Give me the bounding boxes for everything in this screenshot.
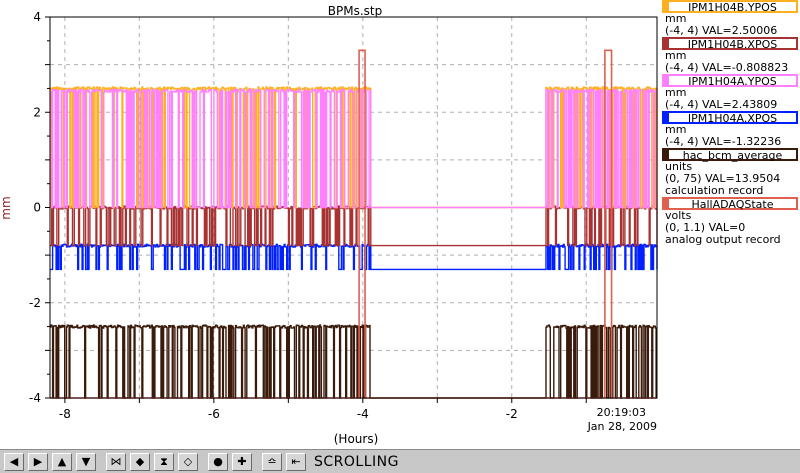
toolbar: SCROLLING ◀ ▶ ▲ ▼ ⋈ ◆ ⧗ ◇ ● ✚ ≏ ⇤ [0,449,800,473]
scroll-status: SCROLLING [314,454,399,470]
scroll-right-icon[interactable]: ▶ [28,453,48,471]
series-line-hac-bcm-average [50,324,657,399]
legend-item: IPM1H04A.YPOS mm (-4, 4) VAL=2.43809 [662,74,800,111]
timestamp-date: Jan 28, 2009 [587,420,657,433]
chart-canvas: BPMs.stp mm (Hours) 20:19:03 Jan 28, 200… [0,4,658,446]
legend-range: (-4, 4) VAL=-0.808823 [665,61,789,74]
legend-unit: units [665,160,693,173]
zoom-out-y-icon[interactable]: ◇ [178,453,198,471]
legend-range: (-4, 4) VAL=-1.32236 [665,135,782,148]
timestamp-time: 20:19:03 [597,406,646,419]
x-tick-label: -8 [59,407,71,421]
zoom-reset-icon[interactable]: ● [208,453,228,471]
legend-unit: volts [665,209,692,222]
legend-series-name: IPM1H04A.YPOS [662,74,798,88]
autoscale-icon[interactable]: ≏ [262,453,282,471]
legend-extra: calculation record [665,184,764,197]
legend-item: IPM1H04B.YPOS mm (-4, 4) VAL=2.50006 [662,0,800,37]
legend-series-name: IPM1H04A.XPOS [662,111,798,125]
x-tick-label: -6 [208,407,220,421]
scroll-left-icon[interactable]: ◀ [4,453,24,471]
legend-unit: mm [665,12,687,25]
legend-range: (0, 1.1) VAL=0 [665,221,746,234]
legend-unit: mm [665,49,687,62]
legend-range: (0, 75) VAL=13.9504 [665,172,781,185]
zoom-in-x-icon[interactable]: ⋈ [106,453,126,471]
legend-series-name: IPM1H04B.YPOS [662,0,798,14]
crosshair-icon[interactable]: ✚ [232,453,252,471]
y-tick-label: 4 [33,10,41,24]
legend-extra: analog output record [665,233,781,246]
y-tick-label: -4 [29,391,41,405]
y-tick-label: -2 [29,296,41,310]
legend-range: (-4, 4) VAL=2.43809 [665,98,778,111]
legend: IPM1H04B.YPOS mm (-4, 4) VAL=2.50006 IPM1H0… [662,0,800,246]
scroll-down-icon[interactable]: ▼ [76,453,96,471]
legend-series-name: IPM1H04B.XPOS [662,37,798,51]
chart-title: BPMs.stp [328,4,382,18]
series-line-ipm1h04b-xpos [50,205,658,247]
x-tick-label: -4 [357,407,369,421]
y-tick-label: 0 [33,201,41,215]
scroll-up-icon[interactable]: ▲ [52,453,72,471]
legend-item: hac_bcm_average units (0, 75) VAL=13.9504 c… [662,148,800,197]
x-tick-label: -2 [506,407,518,421]
series-line-ipm1h04a-xpos [50,243,658,271]
axis-ticks: -8 -6 -4 -2 4 2 0 -2 -4 [29,10,587,421]
legend-series-name: hac_bcm_average [662,148,798,162]
y-axis-label: mm [0,196,13,219]
zoom-out-x-icon[interactable]: ◆ [130,453,150,471]
legend-unit: mm [665,86,687,99]
legend-item: IPM1H04B.XPOS mm (-4, 4) VAL=-0.808823 [662,37,800,74]
legend-item: IPM1H04A.XPOS mm (-4, 4) VAL=-1.32236 [662,111,800,148]
series-line-ipm1h04a-ypos [50,88,658,209]
zoom-in-y-icon[interactable]: ⧗ [154,453,174,471]
y-tick-label: 2 [33,105,41,119]
legend-series-name: HallADAQState [662,197,798,211]
legend-range: (-4, 4) VAL=2.50006 [665,24,778,37]
series-layer [50,49,658,399]
legend-item: HallADAQState volts (0, 1.1) VAL=0 analog o… [662,197,800,246]
x-axis-label: (Hours) [334,432,379,446]
jump-to-end-icon[interactable]: ⇤ [286,453,306,471]
legend-unit: mm [665,123,687,136]
